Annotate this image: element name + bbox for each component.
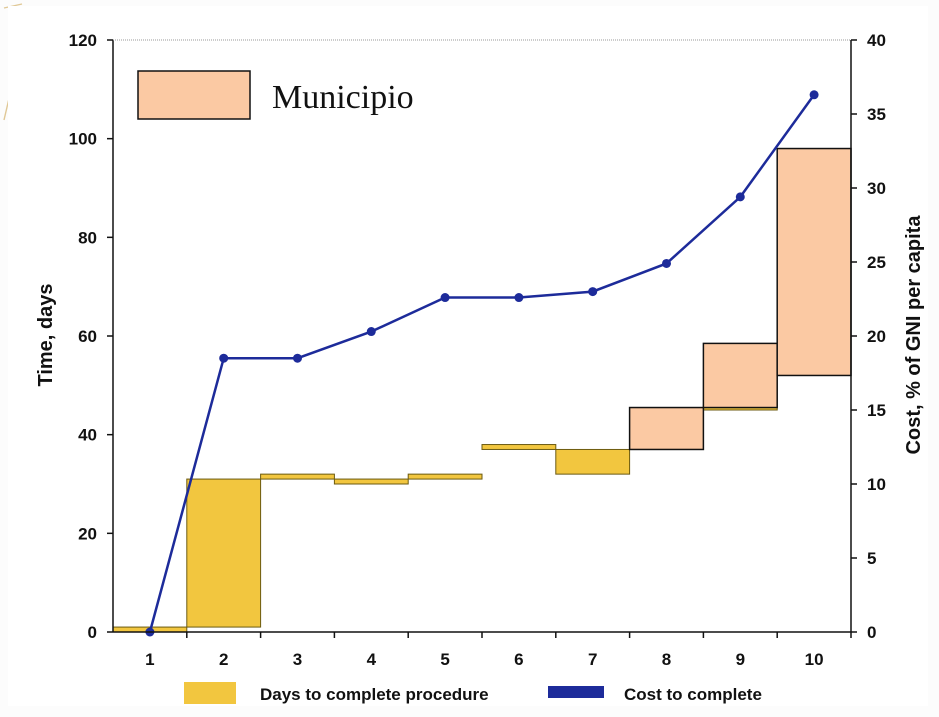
cost-point bbox=[440, 293, 450, 303]
category-tick-label: 5 bbox=[440, 650, 449, 669]
time-tick-label: 80 bbox=[78, 228, 97, 247]
municipio-box bbox=[628, 406, 705, 451]
days-bar bbox=[260, 473, 335, 480]
time-tick-label: 60 bbox=[78, 327, 97, 346]
cost-line bbox=[148, 94, 816, 633]
cost-point bbox=[662, 258, 671, 268]
cost-tick-label: 20 bbox=[867, 327, 886, 346]
cost-point bbox=[366, 327, 376, 337]
days-bar bbox=[186, 478, 262, 628]
time-axis-title: Time, days bbox=[35, 283, 57, 386]
time-tick-label: 40 bbox=[78, 426, 97, 445]
cost-tick-label: 40 bbox=[867, 31, 886, 50]
municipio-legend-swatch bbox=[137, 70, 251, 120]
time-tick-label: 20 bbox=[78, 524, 97, 543]
cost-point bbox=[514, 293, 524, 303]
cost-line-layer bbox=[145, 90, 819, 637]
municipio-boxes-layer bbox=[628, 147, 852, 451]
cost-point bbox=[735, 192, 745, 202]
legend-days-label: Days to complete procedure bbox=[260, 685, 489, 704]
category-tick-label: 1 bbox=[145, 650, 154, 669]
cost-point bbox=[293, 353, 302, 363]
days-bar bbox=[333, 478, 409, 485]
category-tick-label: 2 bbox=[219, 650, 228, 669]
municipio-box bbox=[776, 147, 852, 377]
legend-cost-label: Cost to complete bbox=[624, 685, 762, 704]
time-tick-label: 100 bbox=[69, 130, 97, 149]
time-tick-label: 0 bbox=[88, 623, 97, 642]
category-tick-label: 8 bbox=[662, 650, 671, 669]
cost-tick-label: 0 bbox=[867, 623, 876, 642]
axes-layer: 0 20 40 60 80 100 120 0 5 10 15 20 25 30 35 40 1 2 3 4 5 6 7 8 9… bbox=[69, 31, 886, 669]
days-bar bbox=[407, 473, 483, 480]
cost-point bbox=[588, 287, 598, 297]
municipio-box bbox=[702, 342, 778, 409]
days-bar bbox=[481, 444, 557, 450]
cost-axis-title: Cost, % of GNI per capita bbox=[903, 215, 925, 455]
days-bar bbox=[555, 448, 631, 475]
cost-tick-label: 10 bbox=[867, 475, 886, 494]
municipio-legend-label: Municipio bbox=[272, 79, 414, 116]
category-tick-label: 4 bbox=[367, 650, 377, 669]
cost-point bbox=[809, 90, 819, 100]
legend-days-swatch bbox=[184, 682, 236, 704]
legend-cost-swatch bbox=[548, 686, 604, 698]
cost-tick-label: 30 bbox=[867, 179, 886, 198]
cost-tick-label: 5 bbox=[867, 549, 876, 568]
cost-point bbox=[219, 353, 229, 363]
cost-tick-label: 25 bbox=[867, 253, 886, 272]
time-tick-label: 120 bbox=[69, 31, 97, 50]
category-tick-label: 10 bbox=[805, 650, 824, 669]
category-tick-label: 3 bbox=[293, 650, 302, 669]
category-tick-label: 9 bbox=[736, 650, 745, 669]
cost-tick-label: 15 bbox=[867, 401, 886, 420]
category-tick-label: 7 bbox=[588, 650, 597, 669]
cost-tick-label: 35 bbox=[867, 105, 886, 124]
category-tick-label: 6 bbox=[514, 650, 523, 669]
